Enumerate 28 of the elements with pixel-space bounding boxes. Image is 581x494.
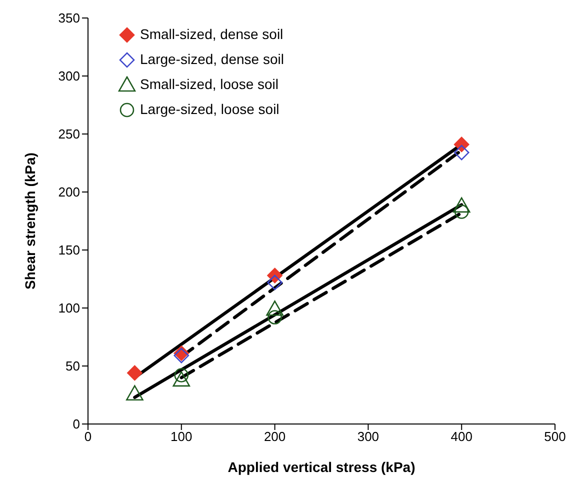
y-tick-label: 100 [58,300,80,316]
y-tick-label: 300 [58,68,80,84]
point [172,371,190,387]
legend-label: Small-sized, dense soil [140,25,284,44]
x-tick-label: 0 [84,429,92,444]
point [127,365,142,381]
y-tick-label: 50 [66,358,80,374]
y-axis-title: Shear strength (kPa) [22,152,38,290]
point [268,310,282,324]
point [452,197,470,213]
y-tick-label: 150 [58,242,80,258]
x-axis-title: Applied vertical stress (kPa) [228,459,416,475]
y-tick-label: 250 [58,126,80,142]
x-tick-label: 400 [450,429,472,444]
legend-label: Large-sized, loose soil [140,100,280,119]
y-tick-label: 0 [72,416,80,432]
point [267,274,282,290]
point [126,385,144,400]
x-tick-label: 100 [170,429,192,444]
point [454,144,470,160]
point [266,300,284,316]
x-tick-label: 200 [264,429,286,444]
x-tick-label: 500 [544,429,566,444]
y-tick-label: 200 [58,184,80,200]
legend-label: Large-sized, dense soil [140,50,284,69]
x-tick-label: 300 [357,429,380,444]
y-tick-label: 350 [58,10,80,26]
legend-label: Small-sized, loose soil [140,75,278,94]
